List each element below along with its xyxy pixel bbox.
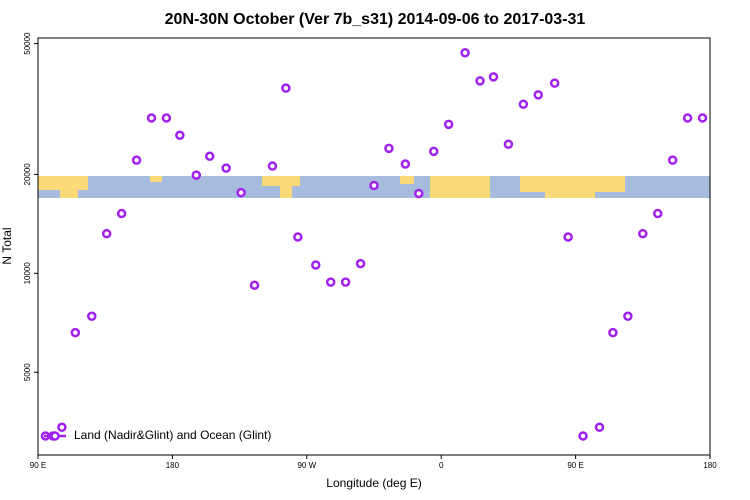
point — [460, 47, 470, 58]
point — [667, 155, 678, 165]
point — [131, 155, 142, 165]
point — [488, 72, 499, 82]
y-tick-label: 20000 — [23, 163, 32, 186]
y-tick-label: 10000 — [23, 262, 32, 285]
point — [594, 422, 605, 433]
point — [563, 232, 573, 242]
point — [638, 228, 648, 239]
point — [281, 83, 291, 93]
point — [652, 208, 663, 219]
point — [578, 431, 588, 441]
point — [293, 232, 303, 242]
y-tick-label: 5000 — [23, 363, 32, 381]
point — [355, 258, 366, 269]
point — [161, 113, 172, 123]
x-tick-label: 180 — [166, 461, 180, 470]
point — [311, 260, 321, 270]
point — [533, 90, 544, 100]
point — [503, 139, 514, 150]
point — [475, 76, 485, 86]
plot-frame — [37, 37, 711, 456]
chart-title: 20N-30N October (Ver 7b_s31) 2014-09-06 … — [165, 11, 586, 28]
point — [608, 327, 618, 338]
point — [428, 146, 439, 157]
x-tick-label: 90 W — [297, 461, 316, 470]
point — [400, 159, 411, 169]
y-tick-label: 50000 — [23, 32, 32, 55]
point — [116, 208, 127, 219]
point — [204, 151, 215, 162]
point — [325, 277, 336, 287]
point — [249, 280, 260, 290]
point — [623, 311, 633, 322]
point — [518, 99, 529, 109]
point — [267, 161, 278, 171]
point — [87, 311, 97, 322]
point — [236, 187, 246, 198]
point — [146, 113, 157, 123]
point — [549, 78, 560, 88]
point — [175, 130, 185, 141]
x-axis-label: Longitude (deg E) — [326, 476, 421, 490]
point — [384, 143, 394, 154]
point — [221, 163, 231, 173]
point — [682, 113, 693, 123]
point — [191, 170, 202, 180]
x-tick-label: 0 — [439, 461, 444, 470]
point — [369, 180, 379, 191]
point — [340, 277, 351, 287]
x-tick-label: 180 — [703, 461, 717, 470]
legend-label: Land (Nadir&Glint) and Ocean (Glint) — [74, 428, 271, 442]
x-tick-label: 90 E — [567, 461, 583, 470]
point — [697, 113, 708, 123]
y-axis-label: N Total — [0, 227, 14, 264]
point — [57, 422, 67, 433]
point — [443, 119, 454, 130]
legend-marker — [50, 431, 60, 441]
x-tick-label: 90 E — [30, 461, 46, 470]
point — [70, 327, 81, 338]
point — [414, 188, 424, 199]
point — [101, 228, 112, 239]
